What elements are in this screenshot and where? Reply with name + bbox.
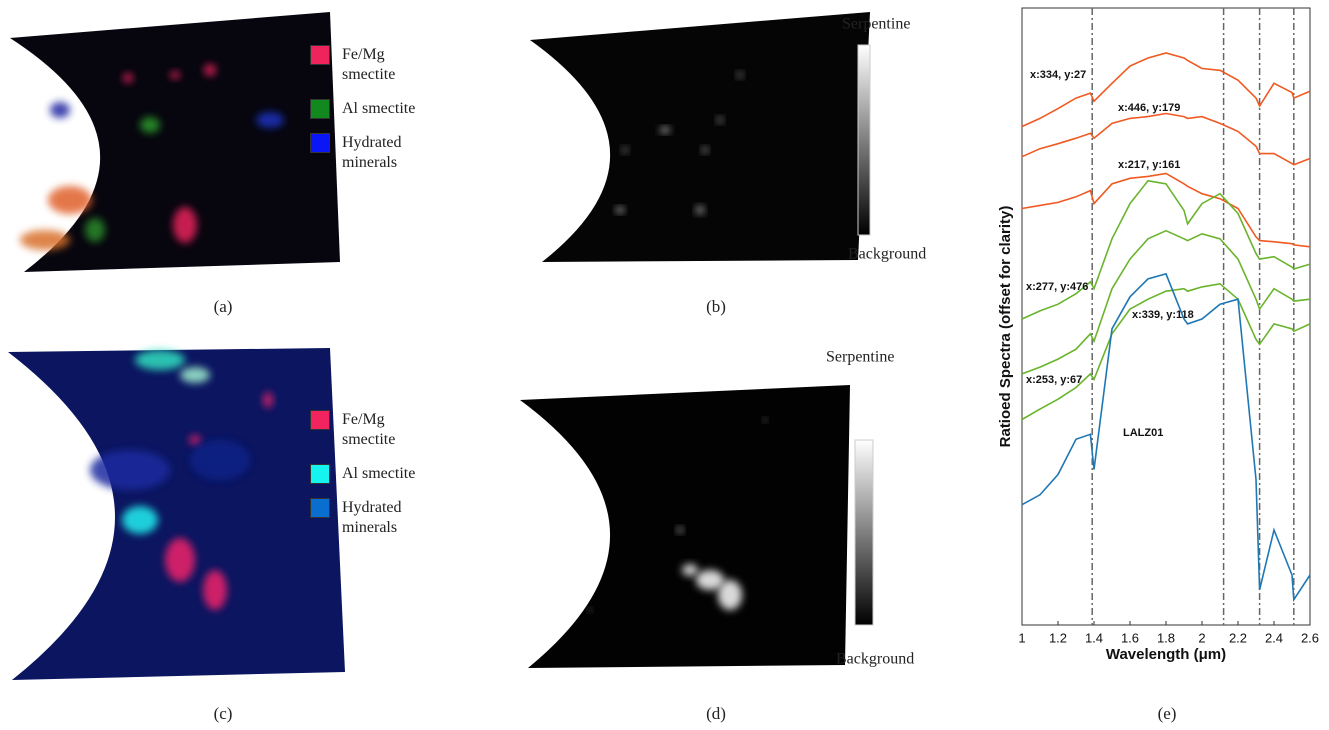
image-panel (530, 12, 870, 262)
mineral-patch (122, 506, 158, 534)
mineral-patch (616, 207, 624, 213)
legend: Fe/Mg smectite Al smectite Hydrated minera… (310, 410, 428, 538)
x-tick-label: 2.6 (1301, 631, 1319, 646)
panel-label: (c) (214, 704, 233, 723)
mineral-patch (85, 218, 105, 242)
colorbar (855, 440, 873, 625)
legend-label: Al smectite (342, 99, 428, 119)
legend-swatch (310, 133, 330, 153)
x-tick-label: 1.8 (1157, 631, 1175, 646)
legend-label: Hydrated minerals (342, 498, 428, 538)
mineral-patch (170, 71, 180, 79)
spectrum-label: x:334, y:27 (1030, 69, 1086, 81)
x-tick-label: 2.2 (1229, 631, 1247, 646)
spectrum-line (1022, 114, 1310, 165)
mineral-patch (48, 186, 92, 214)
legend-label: Hydrated minerals (342, 133, 428, 173)
legend-item: Fe/Mg smectite (310, 410, 428, 450)
mineral-patch (50, 102, 70, 118)
colorbar-bottom-label: Background (836, 651, 914, 668)
panel-label: (d) (706, 704, 726, 723)
mineral-patch (682, 564, 698, 576)
mineral-patch (204, 64, 216, 76)
legend-label: Al smectite (342, 464, 428, 484)
colorbar-bottom-label: Background (848, 246, 926, 263)
x-tick-label: 1.2 (1049, 631, 1067, 646)
mineral-patch (135, 350, 185, 370)
mineral-patch (737, 72, 743, 78)
mineral-patch (763, 418, 767, 422)
spectrum-label: x:217, y:161 (1118, 159, 1180, 171)
mineral-patch (165, 538, 195, 582)
map-image (530, 12, 870, 262)
panel-label: (b) (706, 297, 726, 316)
legend-item: Al smectite (310, 99, 428, 119)
image-panel (8, 348, 345, 680)
mineral-patch (718, 580, 742, 610)
y-axis-label: Ratioed Spectra (offset for clarity) (997, 206, 1014, 448)
panel-label: (e) (1158, 704, 1177, 723)
mineral-patch (696, 570, 724, 590)
mineral-patch (702, 147, 708, 153)
mineral-patch (90, 450, 170, 490)
mineral-patch (588, 608, 592, 612)
spectrum-label: x:277, y:476 (1026, 281, 1088, 293)
spectrum-label: x:446, y:179 (1118, 102, 1180, 114)
image-panel (520, 385, 850, 668)
colorbar-top-label: Serpentine (826, 349, 894, 366)
legend-label: Fe/Mg smectite (342, 410, 428, 450)
legend-label: Fe/Mg smectite (342, 45, 428, 85)
legend-item: Al smectite (310, 464, 428, 484)
mineral-patch (696, 206, 704, 214)
map-image (520, 385, 850, 668)
image-panel (10, 12, 340, 272)
mineral-patch (180, 367, 210, 383)
x-tick-label: 1.6 (1121, 631, 1139, 646)
mineral-patch (256, 112, 284, 128)
spectrum-line (1022, 284, 1310, 420)
spectrum-label: x:253, y:67 (1026, 374, 1082, 386)
legend-swatch (310, 410, 330, 430)
figure: (a) (b) Serpentine Background (c) (d) Serpenti… (0, 0, 1329, 730)
spectrum-line (1022, 53, 1310, 127)
legend-swatch (310, 99, 330, 119)
mineral-patch (173, 207, 197, 243)
mineral-patch (140, 117, 160, 133)
legend-item: Fe/Mg smectite (310, 45, 428, 85)
figure-canvas: (a) (b) Serpentine Background (c) (d) Serpenti… (0, 0, 1329, 730)
x-axis-label: Wavelength (μm) (1106, 646, 1226, 663)
map-image (8, 348, 345, 680)
mineral-patch (20, 230, 70, 250)
mineral-patch (677, 527, 683, 533)
mineral-patch (263, 392, 273, 408)
legend-swatch (310, 45, 330, 65)
mineral-patch (190, 440, 250, 480)
mineral-patch (717, 117, 723, 123)
colorbar (858, 45, 870, 235)
mineral-patch (123, 73, 133, 83)
x-tick-label: 1.4 (1085, 631, 1103, 646)
legend-swatch (310, 498, 330, 518)
mineral-patch (189, 435, 201, 445)
legend-swatch (310, 464, 330, 484)
x-tick-label: 1 (1018, 631, 1025, 646)
colorbar-top-label: Serpentine (842, 16, 910, 33)
x-tick-label: 2.4 (1265, 631, 1283, 646)
spectrum-line (1022, 231, 1310, 374)
panel-label: (a) (214, 297, 233, 316)
mineral-patch (660, 127, 670, 133)
spectrum-line (1022, 274, 1310, 600)
legend: Fe/Mg smectite Al smectite Hydrated minera… (310, 45, 428, 173)
legend-item: Hydrated minerals (310, 133, 428, 173)
spectrum-label: LALZ01 (1123, 427, 1163, 439)
legend-item: Hydrated minerals (310, 498, 428, 538)
mineral-patch (203, 570, 227, 610)
mineral-patch (622, 147, 628, 153)
x-tick-label: 2 (1198, 631, 1205, 646)
